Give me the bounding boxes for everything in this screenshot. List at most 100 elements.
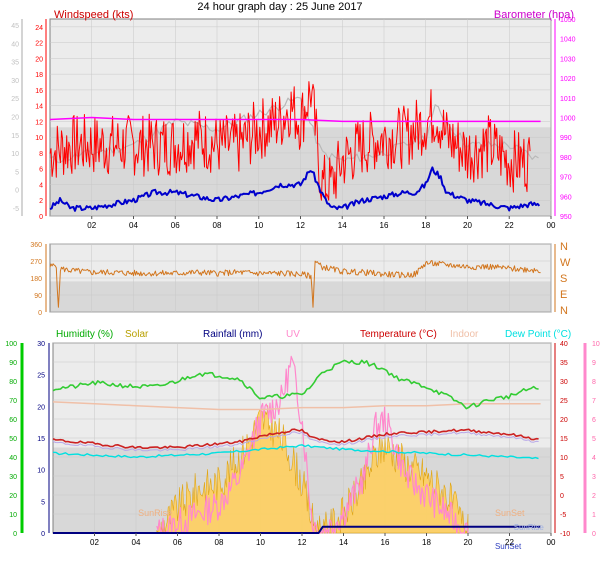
compass-label: E [560,289,567,301]
legend-label: Temperature (°C) [360,329,437,340]
left-axis-tick-label: 24 [35,25,43,32]
humidity-axis-tick-label: 100 [5,341,17,348]
left-axis-tick-label: 10 [35,135,43,142]
right-axis-tick-label: 970 [560,175,572,182]
legend-label: Indoor [450,329,479,340]
wind-barometer-panel: -505101520253035404502468101214161820222… [11,9,575,230]
x-tick-label: 20 [464,538,473,547]
right-axis-tick-label: 980 [560,155,572,162]
series-rainfall-line [53,525,541,534]
outer-axis-tick-label: 25 [11,96,19,103]
x-tick-label: 16 [380,221,389,230]
series-direction-line [49,260,541,308]
compass-label: N [560,241,568,253]
x-tick-label: 02 [87,221,96,230]
left-axis-tick-label: 90 [34,293,42,300]
uv-axis-tick-label: 7 [592,398,596,405]
legend-label: Rainfall (mm) [203,329,262,340]
chart-title: Windspeed (kts) [54,9,133,21]
series-dewpoint-line [52,444,539,460]
right-axis-tick-label: 950 [560,214,572,221]
temperature-axis-tick-label: 35 [560,360,568,367]
series-feels-like-line [52,431,539,452]
uv-axis-tick-label: 9 [592,360,596,367]
uv-axis-tick-label: 1 [592,512,596,519]
legend-label: UV [286,329,300,340]
left-axis-tick-label: 12 [35,119,43,126]
series-indoor-line [52,401,541,411]
outer-axis-tick-label: 35 [11,60,19,67]
x-tick-label: 08 [213,221,222,230]
left-axis-tick-label: 4 [39,182,43,189]
x-tick-label: 06 [173,538,182,547]
series-barometer-line [49,116,541,123]
left-axis-tick-label: 6 [39,167,43,174]
temperature-axis-tick-label: 25 [560,398,568,405]
x-tick-label: 12 [296,221,305,230]
temperature-axis-tick-label: 20 [560,417,568,424]
humidity-axis-tick-label: 70 [9,398,17,405]
right-axis-tick-label: 1000 [560,116,576,123]
compass-label: W [560,257,571,269]
left-axis-tick-label: 270 [30,259,42,266]
humidity-axis-tick-label: 60 [9,417,17,424]
compass-label: N [560,305,568,317]
x-tick-label: 22 [505,538,514,547]
humidity-axis-tick-label: 0 [13,531,17,538]
left-axis-tick-label: 22 [35,41,43,48]
right-axis-tick-label: 1040 [560,37,576,44]
rain-axis-tick-label: 25 [37,373,45,380]
x-tick-label: 18 [421,221,430,230]
x-tick-label: 06 [171,221,180,230]
humidity-axis-tick-label: 30 [9,474,17,481]
humidity-axis-tick-label: 50 [9,436,17,443]
outer-axis-tick-label: 10 [11,151,19,158]
left-axis-tick-label: 8 [39,151,43,158]
humidity-axis-tick-label: 80 [9,379,17,386]
outer-axis-tick-label: -5 [13,206,19,213]
right-axis-tick-label: 1050 [560,17,576,24]
sunset-label-secondary: SunSet [495,542,522,551]
uv-axis-tick-label: 4 [592,455,596,462]
x-tick-label: 14 [338,221,347,230]
x-tick-label: 02 [90,538,99,547]
left-axis-tick-label: 0 [38,310,42,317]
uv-axis-tick-label: 3 [592,474,596,481]
left-axis-tick-label: 0 [39,214,43,221]
outer-axis-tick-label: 20 [11,115,19,122]
series-uv-line [156,355,469,534]
temperature-humidity-panel: Humidity (%) Solar Rainfall (mm) UV Temperat… [5,329,600,551]
right-axis-tick-label: 1010 [560,96,576,103]
x-tick-label: 00 [547,221,556,230]
outer-axis-tick-label: 30 [11,78,19,85]
series-humidity-line [52,359,539,410]
temperature-axis-tick-label: -5 [560,512,566,519]
x-tick-label: 10 [256,538,265,547]
right-axis-tick-label: 960 [560,194,572,201]
humidity-axis-tick-label: 20 [9,493,17,500]
x-tick-label: 16 [381,538,390,547]
left-axis-tick-label: 18 [35,72,43,79]
rain-axis-tick-label: 0 [41,531,45,538]
temperature-axis-tick-label: 40 [560,341,568,348]
x-tick-label: 20 [463,221,472,230]
x-tick-label: 08 [215,538,224,547]
x-tick-label: 12 [298,538,307,547]
uv-axis-tick-label: 2 [592,493,596,500]
uv-axis-tick-label: 0 [592,531,596,538]
outer-axis-tick-label: 5 [15,169,19,176]
left-axis-tick-label: 2 [39,198,43,205]
right-axis-title: Barometer (hpa) [494,9,574,21]
series-average-line [49,166,541,212]
rain-axis-tick-label: 30 [37,341,45,348]
x-tick-label: 22 [505,221,514,230]
legend-label: Dew Point (°C) [505,329,571,340]
uv-axis-tick-label: 8 [592,379,596,386]
right-axis-tick-label: 1020 [560,76,576,83]
outer-axis-tick-label: 40 [11,41,19,48]
humidity-axis-tick-label: 10 [9,512,17,519]
sunrise-label: SunRise [138,508,172,518]
